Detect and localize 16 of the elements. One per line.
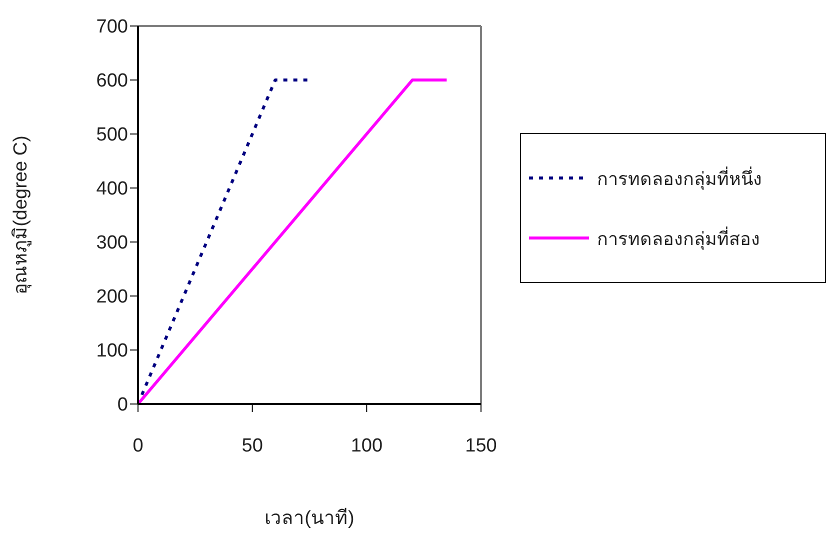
y-tick-label: 0 <box>117 394 128 416</box>
x-tick-label: 150 <box>465 435 497 456</box>
legend-label: การทดลองกลุ่มที่หนึ่ง <box>597 166 762 192</box>
y-tick-label: 100 <box>96 340 128 362</box>
x-axis-title: เวลา(นาที) <box>264 507 354 529</box>
y-tick-label: 400 <box>96 178 128 200</box>
y-tick-label: 700 <box>96 16 128 38</box>
y-tick-label: 500 <box>96 124 128 146</box>
x-tick-label: 100 <box>350 435 383 456</box>
x-tick-label: 50 <box>242 435 263 456</box>
x-tick-label: 0 <box>132 435 144 456</box>
y-tick-label: 600 <box>96 70 128 92</box>
legend-label: การทดลองกลุ่มที่สอง <box>597 226 760 252</box>
y-tick-label: 300 <box>96 232 128 254</box>
y-tick-label: 200 <box>96 286 128 308</box>
y-axis-title: อุณหภูมิ(degree C) <box>10 136 33 294</box>
